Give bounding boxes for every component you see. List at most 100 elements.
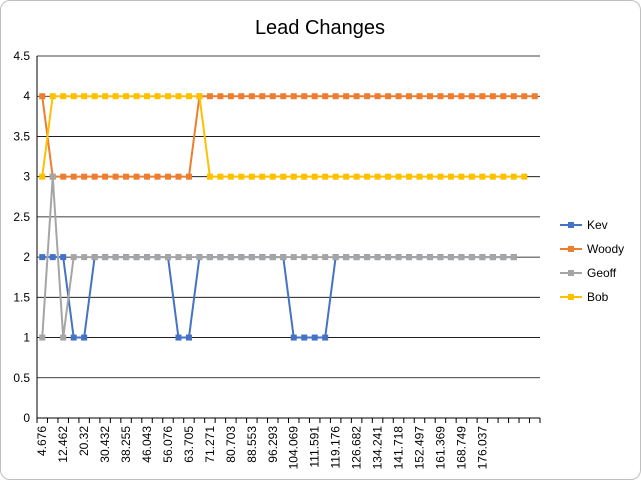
data-point-woody [206, 93, 213, 100]
data-point-kev [60, 254, 67, 261]
data-point-bob [332, 173, 339, 180]
data-point-geoff [133, 254, 140, 261]
data-point-bob [353, 173, 360, 180]
data-point-bob [385, 173, 392, 180]
data-point-bob [238, 173, 245, 180]
legend-item-kev: Kev [560, 218, 608, 232]
data-point-geoff [332, 254, 339, 261]
legend-item-geoff: Geoff [560, 266, 617, 280]
data-point-bob [343, 173, 350, 180]
data-point-bob [416, 173, 423, 180]
x-tick-label: 71.271 [203, 426, 217, 463]
data-point-bob [521, 173, 528, 180]
data-point-woody [112, 173, 119, 180]
data-point-woody [468, 93, 475, 100]
x-tick-label: 168.749 [454, 426, 468, 470]
data-point-geoff [437, 254, 444, 261]
data-point-geoff [280, 254, 287, 261]
data-point-bob [185, 93, 192, 100]
data-point-bob [248, 173, 255, 180]
data-point-geoff [259, 254, 266, 261]
data-point-kev [81, 334, 88, 341]
data-point-woody [133, 173, 140, 180]
data-point-bob [91, 93, 98, 100]
data-point-woody [164, 173, 171, 180]
data-point-bob [280, 173, 287, 180]
data-point-woody [364, 93, 371, 100]
x-tick-label: 96.293 [266, 426, 280, 463]
data-point-woody [91, 173, 98, 180]
data-point-woody [102, 173, 109, 180]
data-point-woody [70, 173, 77, 180]
data-point-bob [269, 173, 276, 180]
data-point-geoff [395, 254, 402, 261]
data-point-bob [227, 173, 234, 180]
data-point-geoff [364, 254, 371, 261]
data-point-woody [521, 93, 528, 100]
data-point-woody [332, 93, 339, 100]
data-point-geoff [510, 254, 517, 261]
data-point-woody [437, 93, 444, 100]
data-point-bob [60, 93, 67, 100]
data-point-geoff [343, 254, 350, 261]
data-point-geoff [311, 254, 318, 261]
chart-title: Lead Changes [255, 17, 385, 39]
data-point-geoff [196, 254, 203, 261]
x-tick-label: 104.069 [287, 426, 301, 470]
legend-label: Bob [587, 290, 609, 304]
x-tick-label: 46.043 [140, 426, 154, 463]
data-point-woody [353, 93, 360, 100]
legend-item-woody: Woody [560, 242, 624, 256]
data-point-woody [322, 93, 329, 100]
data-point-woody [395, 93, 402, 100]
data-point-geoff [301, 254, 308, 261]
data-point-geoff [217, 254, 224, 261]
x-axis: 4.676 12.462 20.32 30.432 38.255 46.043 56.076… [35, 418, 541, 470]
data-point-geoff [154, 254, 161, 261]
data-point-bob [458, 173, 465, 180]
data-point-geoff [426, 254, 433, 261]
data-point-geoff [206, 254, 213, 261]
data-point-kev [49, 254, 56, 261]
data-point-geoff [60, 334, 67, 341]
data-point-kev [185, 334, 192, 341]
x-tick-label: 126.682 [350, 426, 364, 470]
data-point-woody [280, 93, 287, 100]
x-tick-label: 56.076 [161, 426, 175, 463]
data-point-bob [426, 173, 433, 180]
data-point-geoff [123, 254, 130, 261]
data-point-bob [102, 93, 109, 100]
data-point-woody [290, 93, 297, 100]
data-point-bob [311, 173, 318, 180]
data-point-geoff [248, 254, 255, 261]
data-point-geoff [468, 254, 475, 261]
data-point-geoff [269, 254, 276, 261]
y-tick-label: 0 [23, 411, 30, 425]
data-point-bob [468, 173, 475, 180]
data-point-geoff [238, 254, 245, 261]
data-point-kev [311, 334, 318, 341]
y-tick-label: 4.5 [13, 49, 30, 63]
data-point-kev [70, 334, 77, 341]
data-point-bob [112, 93, 119, 100]
legend-swatch-marker [568, 294, 574, 300]
legend-swatch-marker [568, 270, 574, 276]
data-point-kev [290, 334, 297, 341]
legend-label: Woody [587, 242, 624, 256]
data-point-woody [227, 93, 234, 100]
data-point-woody [217, 93, 224, 100]
data-point-geoff [227, 254, 234, 261]
data-point-bob [175, 93, 182, 100]
y-tick-label: 1 [23, 331, 30, 345]
data-point-geoff [102, 254, 109, 261]
data-point-bob [322, 173, 329, 180]
x-tick-label: 152.497 [412, 426, 426, 470]
data-point-woody [81, 173, 88, 180]
data-point-woody [269, 93, 276, 100]
data-point-woody [479, 93, 486, 100]
data-point-bob [49, 93, 56, 100]
data-point-geoff [406, 254, 413, 261]
data-point-woody [154, 173, 161, 180]
